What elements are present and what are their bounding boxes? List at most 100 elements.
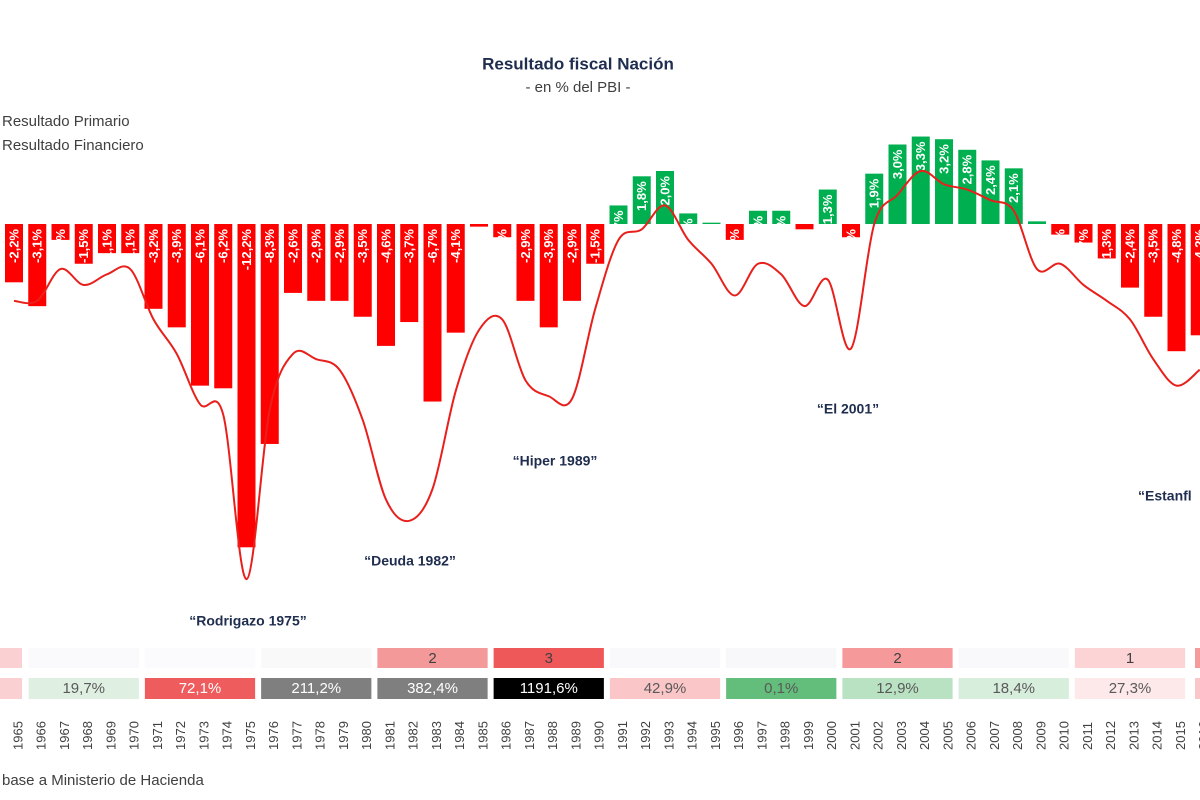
bar bbox=[493, 224, 512, 238]
annotation: “El 2001” bbox=[817, 401, 879, 417]
legend-entry: Resultado Financiero bbox=[2, 137, 144, 154]
table-cell bbox=[261, 648, 372, 668]
bar-value-label: -2,9% bbox=[309, 229, 324, 263]
table-cell bbox=[1074, 648, 1186, 668]
bar-value-label: -3,7% bbox=[402, 229, 417, 263]
bar bbox=[423, 224, 442, 402]
table-cell bbox=[842, 678, 953, 699]
bar bbox=[51, 224, 70, 240]
table-inflation: 0,1% bbox=[764, 680, 798, 697]
table-count: 1 bbox=[1126, 650, 1134, 667]
table-inflation: 1191,6% bbox=[520, 680, 578, 697]
table-count: 3 bbox=[545, 650, 553, 667]
table-inflation: 18,4% bbox=[992, 680, 1035, 697]
x-tick-label: 1973 bbox=[196, 721, 211, 750]
bar-value-label: 0,4% bbox=[681, 218, 696, 248]
chart-title: Resultado fiscal Nación bbox=[482, 54, 674, 73]
annotation: “Hiper 1989” bbox=[513, 453, 598, 469]
bar bbox=[1144, 224, 1163, 317]
x-tick-label: 1984 bbox=[452, 721, 467, 750]
bar bbox=[981, 160, 1000, 224]
bar-value-label: -0,6% bbox=[53, 229, 68, 263]
bar bbox=[888, 144, 907, 224]
bar-value-label: -3,2% bbox=[146, 229, 161, 263]
bar bbox=[191, 224, 209, 386]
bar bbox=[1004, 168, 1023, 224]
bar bbox=[121, 224, 140, 254]
x-tick-label: 2016 bbox=[1196, 721, 1200, 750]
table-cell bbox=[28, 678, 139, 699]
bar-value-label: -3,9% bbox=[169, 229, 184, 263]
x-tick-label: 1967 bbox=[57, 721, 72, 750]
annotation: “Estanfl bbox=[1138, 488, 1192, 504]
x-tick-label: 2014 bbox=[1150, 721, 1165, 750]
bar bbox=[1097, 224, 1116, 259]
bar bbox=[772, 210, 791, 224]
bar bbox=[400, 224, 419, 323]
annotation: “Deuda 1982” bbox=[364, 553, 456, 569]
table-inflation: 72,1% bbox=[179, 680, 222, 697]
bar bbox=[284, 224, 302, 293]
x-tick-label: 1978 bbox=[313, 721, 328, 750]
x-tick-label: 1989 bbox=[568, 721, 583, 750]
bar-value-label: -1,3% bbox=[1099, 229, 1114, 263]
bar-value-label: 0,5% bbox=[750, 215, 765, 245]
bar-value-label: -3,1% bbox=[30, 229, 45, 263]
bar bbox=[446, 224, 465, 333]
bar-value-label: -4,6% bbox=[378, 229, 393, 263]
bar bbox=[28, 224, 47, 307]
bar-value-label: 0,5% bbox=[774, 215, 789, 245]
x-tick-label: 1979 bbox=[336, 721, 351, 750]
bar-value-label: -12,2% bbox=[239, 229, 254, 271]
bar bbox=[586, 224, 605, 264]
x-tick-label: 1981 bbox=[382, 721, 397, 750]
x-tick-label: 2002 bbox=[871, 721, 886, 750]
x-tick-label: 1965 bbox=[10, 721, 25, 750]
bar-value-label: -0,4% bbox=[1053, 229, 1068, 263]
bar bbox=[98, 224, 116, 254]
chart-subtitle: - en % del PBI - bbox=[525, 79, 630, 96]
bar bbox=[609, 205, 628, 224]
bar bbox=[958, 149, 977, 224]
x-tick-label: 1968 bbox=[80, 721, 95, 750]
table-cell bbox=[28, 648, 139, 668]
x-tick-label: 1998 bbox=[778, 721, 793, 750]
x-tick-label: 2013 bbox=[1126, 721, 1141, 750]
table-cell bbox=[726, 648, 837, 668]
bar bbox=[1074, 224, 1093, 243]
bar bbox=[237, 224, 256, 548]
table-inflation: 12,9% bbox=[876, 680, 919, 697]
bar-value-label: -0,5% bbox=[495, 229, 510, 263]
bar-value-label: -3,5% bbox=[1146, 229, 1161, 263]
x-tick-label: 2008 bbox=[1010, 721, 1025, 750]
bar-value-label: -2,2% bbox=[6, 229, 21, 263]
legend-entry: Resultado Primario bbox=[2, 113, 130, 130]
x-tick-label: 2001 bbox=[847, 721, 862, 750]
table-cell bbox=[958, 648, 1069, 668]
bar-value-label: 3,2% bbox=[936, 144, 951, 174]
x-tick-label: 1983 bbox=[429, 721, 444, 750]
bar-value-label: -0,6% bbox=[727, 229, 742, 263]
bar bbox=[818, 189, 837, 224]
x-tick-label: 1994 bbox=[685, 721, 700, 750]
bar-value-label: -1,1% bbox=[99, 229, 114, 263]
bar-value-label: -6,7% bbox=[425, 229, 440, 263]
bar bbox=[656, 171, 674, 224]
bar bbox=[330, 224, 349, 301]
table-cell bbox=[958, 678, 1069, 699]
bar-value-label: -0,7% bbox=[1076, 229, 1091, 263]
x-tick-label: 1995 bbox=[708, 721, 723, 750]
table-cell bbox=[609, 678, 721, 699]
table-cell-partial bbox=[1195, 678, 1200, 699]
table-inflation: 27,3% bbox=[1109, 680, 1152, 697]
table-cell bbox=[609, 648, 721, 668]
bar-value-label: 1,3% bbox=[820, 194, 835, 224]
table-cell bbox=[144, 648, 256, 668]
x-tick-label: 1987 bbox=[522, 721, 537, 750]
bar bbox=[307, 224, 326, 301]
bar-value-label: -3,5% bbox=[355, 229, 370, 263]
x-tick-label: 1971 bbox=[150, 721, 165, 750]
bar-value-label: 2,8% bbox=[960, 154, 975, 184]
bar-value-label: 0,1% bbox=[1029, 226, 1044, 256]
x-tick-label: 1980 bbox=[359, 721, 374, 750]
